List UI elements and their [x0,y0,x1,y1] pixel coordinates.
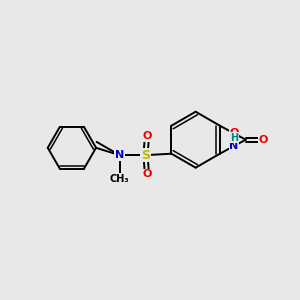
Text: O: O [230,128,239,138]
Text: N: N [230,141,239,151]
Text: O: O [259,135,268,145]
Text: S: S [141,149,150,162]
Text: H: H [230,133,238,143]
Text: N: N [115,150,124,160]
Text: O: O [142,131,152,141]
Text: O: O [142,169,152,179]
Text: CH₃: CH₃ [110,174,129,184]
